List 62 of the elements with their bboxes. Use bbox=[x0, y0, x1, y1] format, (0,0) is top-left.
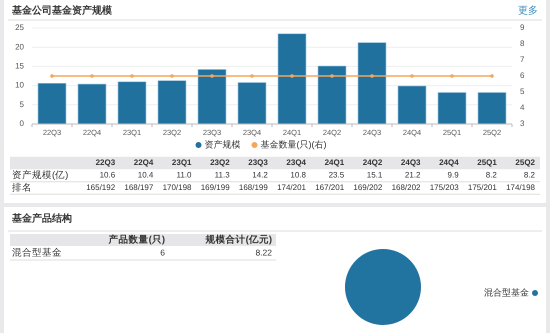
table-cell: 23.5 bbox=[328, 170, 344, 180]
y2tick: 4 bbox=[520, 103, 524, 112]
table-cell: 170/198 bbox=[162, 183, 192, 192]
ytick: 5 bbox=[20, 100, 24, 109]
table-head: 22Q4 bbox=[134, 158, 154, 168]
table-head: 23Q2 bbox=[210, 158, 230, 168]
table-head: 产品数量(只) bbox=[108, 234, 165, 246]
table-head: 规模合计(亿元) bbox=[206, 234, 272, 246]
table-rowhead: 资产规模(亿) bbox=[12, 170, 68, 182]
link: 更多 bbox=[518, 6, 538, 17]
title: 基金产品结构 bbox=[12, 214, 72, 225]
table-cell: 167/201 bbox=[315, 183, 344, 192]
table-cell: 15.1 bbox=[366, 170, 382, 180]
table-head: 24Q3 bbox=[400, 158, 420, 168]
table-cell: 11.3 bbox=[214, 170, 230, 180]
y2tick: 8 bbox=[520, 39, 524, 48]
table-head: 22Q3 bbox=[96, 158, 116, 168]
legend: 基金数量(只)(右) bbox=[260, 139, 326, 150]
legend: 混合型基金 bbox=[484, 287, 529, 298]
table-head: 23Q1 bbox=[172, 158, 192, 168]
table-cell: 8.2 bbox=[524, 170, 535, 180]
table-cell: 21.2 bbox=[404, 170, 420, 180]
y2tick: 7 bbox=[520, 55, 524, 64]
table-cell: 9.9 bbox=[448, 170, 459, 180]
table-cell: 168/197 bbox=[124, 183, 154, 192]
ytick: 25 bbox=[15, 23, 24, 32]
ytick: 15 bbox=[15, 62, 24, 70]
table-head: 24Q2 bbox=[362, 158, 382, 168]
y2tick: 6 bbox=[520, 71, 524, 80]
table-cell: 174/198 bbox=[506, 183, 535, 192]
table-cell: 8.2 bbox=[486, 170, 497, 180]
y2tick: 5 bbox=[520, 87, 524, 96]
ytick: 0 bbox=[20, 119, 24, 128]
table-cell: 169/202 bbox=[353, 183, 382, 192]
title: 基金公司基金资产规模 bbox=[12, 6, 112, 17]
table-cell: 174/201 bbox=[277, 183, 306, 192]
table-head: 23Q3 bbox=[248, 158, 268, 168]
table-cell: 10.4 bbox=[138, 170, 154, 180]
y2tick: 9 bbox=[520, 23, 524, 32]
table-head: 23Q4 bbox=[286, 158, 306, 168]
table-head: 25Q1 bbox=[477, 158, 497, 168]
ytick: 10 bbox=[15, 80, 24, 90]
table-cell: 168/199 bbox=[238, 183, 268, 192]
table-cell: 11.0 bbox=[176, 170, 192, 180]
table-cell: 10.8 bbox=[290, 170, 306, 180]
legend: 资产规模 bbox=[204, 139, 240, 150]
table-rowhead: 排名 bbox=[12, 182, 32, 194]
ytick: 20 bbox=[15, 42, 24, 52]
table-head: 24Q4 bbox=[439, 158, 459, 168]
table-head: 25Q2 bbox=[515, 158, 535, 168]
table-cell: 14.2 bbox=[252, 170, 268, 180]
table-cell: 169/199 bbox=[200, 183, 230, 192]
table-cell: 10.6 bbox=[100, 170, 116, 180]
table-cell: 6 bbox=[160, 247, 165, 258]
table-cell: 168/202 bbox=[392, 183, 420, 192]
y2tick: 3 bbox=[520, 119, 524, 128]
table-cell: 8.22 bbox=[255, 247, 272, 258]
table-cell: 175/203 bbox=[430, 183, 459, 192]
table-cell: 175/201 bbox=[468, 183, 497, 192]
table-cell: 165/192 bbox=[86, 183, 116, 192]
table-head: 24Q1 bbox=[324, 158, 344, 168]
table-cell: 混合型基金 bbox=[12, 248, 62, 259]
